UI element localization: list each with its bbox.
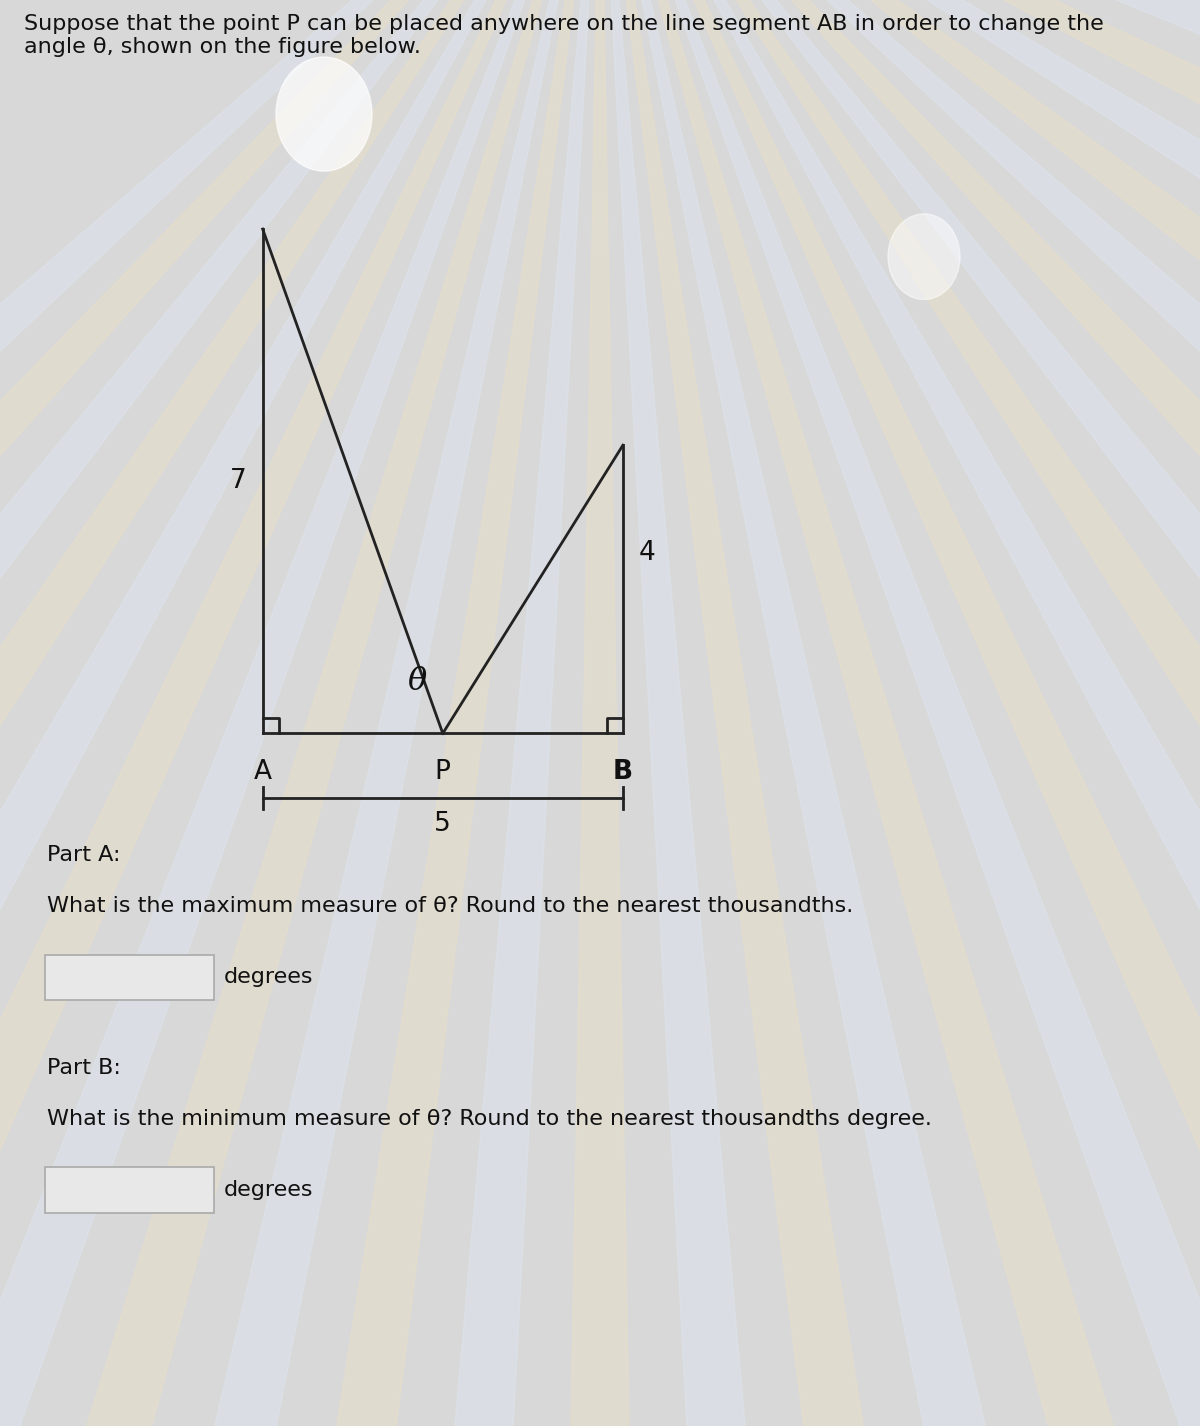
Polygon shape: [0, 0, 600, 1426]
Polygon shape: [600, 0, 977, 1426]
Text: degrees: degrees: [223, 1181, 313, 1201]
Polygon shape: [600, 0, 1200, 1426]
Text: θ: θ: [408, 666, 427, 697]
Polygon shape: [600, 0, 1200, 1426]
Text: 4: 4: [638, 540, 655, 566]
Polygon shape: [600, 0, 1200, 1426]
Polygon shape: [0, 0, 600, 1426]
Text: What is the minimum measure of θ? Round to the nearest thousandths degree.: What is the minimum measure of θ? Round …: [47, 1108, 932, 1128]
Circle shape: [888, 214, 960, 299]
Text: Part A:: Part A:: [47, 846, 121, 866]
Text: 7: 7: [230, 468, 247, 495]
Polygon shape: [0, 0, 600, 1426]
Polygon shape: [600, 0, 1200, 1426]
Text: Part B:: Part B:: [47, 1058, 121, 1078]
Text: B: B: [613, 759, 632, 784]
Polygon shape: [0, 0, 600, 1426]
Polygon shape: [524, 0, 676, 1426]
Polygon shape: [600, 0, 1200, 1426]
Polygon shape: [600, 0, 1200, 1426]
Polygon shape: [223, 0, 600, 1426]
Polygon shape: [0, 0, 600, 1426]
Text: degrees: degrees: [223, 967, 313, 987]
Text: 5: 5: [434, 811, 451, 837]
Polygon shape: [600, 0, 1200, 1426]
Polygon shape: [600, 0, 1200, 850]
Polygon shape: [600, 0, 1200, 1194]
Polygon shape: [600, 0, 1200, 1426]
Polygon shape: [0, 0, 600, 1426]
FancyBboxPatch shape: [44, 1168, 215, 1212]
Text: A: A: [253, 759, 271, 784]
Text: P: P: [434, 759, 451, 784]
Polygon shape: [600, 0, 1200, 1426]
Polygon shape: [600, 0, 1200, 1426]
FancyBboxPatch shape: [44, 954, 215, 1000]
Polygon shape: [0, 0, 600, 1426]
Polygon shape: [0, 0, 600, 1426]
Polygon shape: [0, 0, 600, 1426]
Polygon shape: [600, 0, 1200, 1426]
Text: Suppose that the point P can be placed anywhere on the line segment AB in order : Suppose that the point P can be placed a…: [24, 14, 1104, 57]
Polygon shape: [0, 0, 600, 1426]
Polygon shape: [600, 0, 1200, 1426]
Polygon shape: [600, 0, 1200, 1426]
Circle shape: [276, 57, 372, 171]
Polygon shape: [600, 0, 1200, 499]
Text: What is the maximum measure of θ? Round to the nearest thousandths.: What is the maximum measure of θ? Round …: [47, 896, 853, 915]
Polygon shape: [600, 0, 1200, 144]
